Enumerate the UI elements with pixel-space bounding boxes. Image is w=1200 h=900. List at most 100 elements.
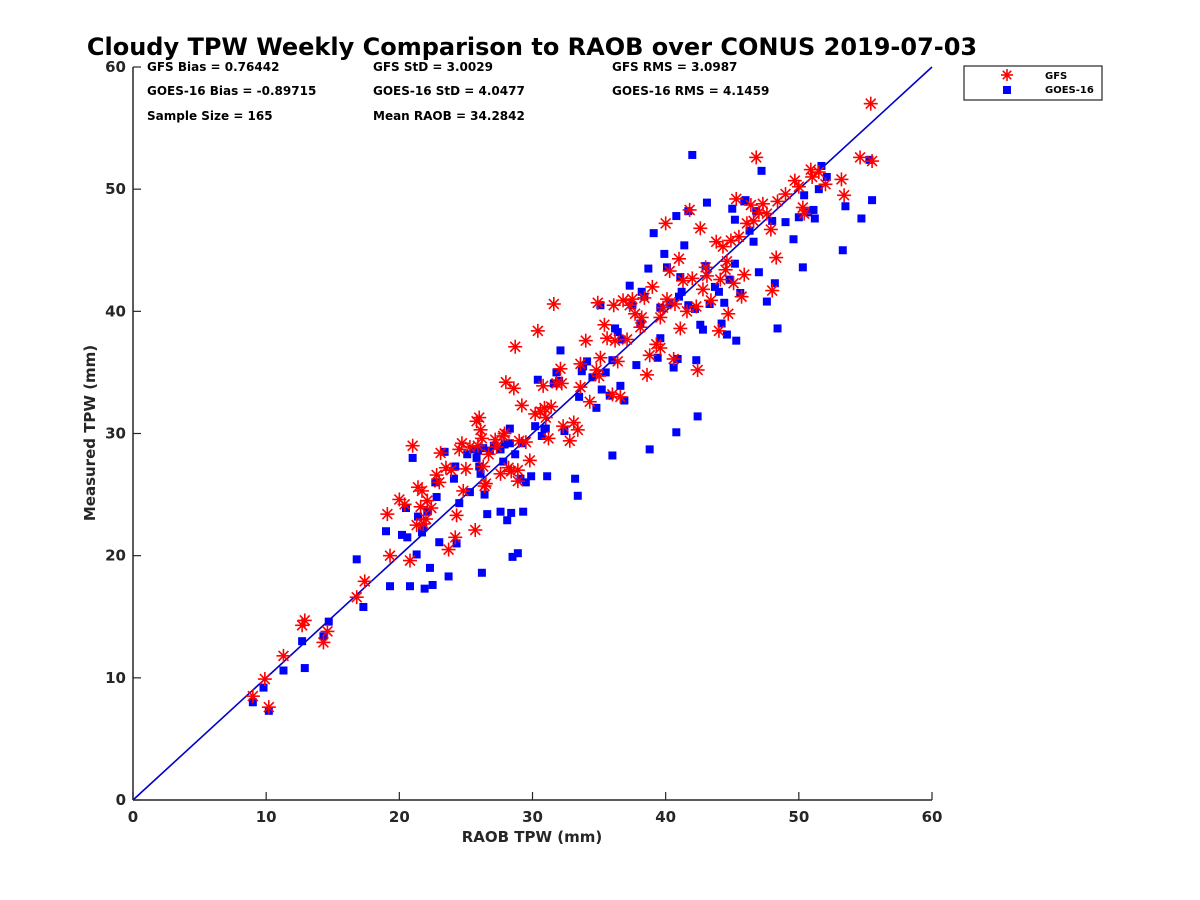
gfs-point — [553, 361, 568, 376]
goes16-point — [571, 474, 580, 483]
goes16-point — [432, 493, 441, 502]
gfs-point — [713, 272, 728, 287]
goes16-point — [702, 198, 711, 207]
goes16-point — [511, 450, 520, 459]
goes16-point — [496, 445, 505, 454]
gfs-point — [276, 648, 291, 663]
gfs-point — [698, 260, 713, 275]
x-tick-label: 60 — [922, 808, 943, 826]
gfs-point — [667, 297, 682, 312]
gfs-point — [357, 574, 372, 589]
gfs-point — [600, 331, 615, 346]
x-tick-label: 10 — [256, 808, 277, 826]
gfs-point — [470, 438, 485, 453]
gfs-point — [497, 426, 512, 441]
goes16-point — [477, 568, 486, 577]
gfs-point — [695, 282, 710, 297]
gfs-point — [791, 179, 806, 194]
gfs-point — [675, 273, 690, 288]
gfs-point — [514, 398, 529, 413]
stat-goes-std: GOES-16 StD = 4.0477 — [373, 84, 525, 98]
goes16-point — [684, 301, 693, 310]
gfs-point — [633, 320, 648, 335]
gfs-point — [637, 290, 652, 305]
stats-block: GFS Bias = 0.76442 GFS StD = 3.0029 GFS … — [147, 60, 769, 123]
goes16-point — [386, 582, 395, 591]
goes16-point — [688, 150, 697, 159]
goes16-point — [472, 453, 481, 462]
chart-title: Cloudy TPW Weekly Comparison to RAOB ove… — [87, 33, 977, 61]
data-points — [245, 96, 880, 715]
gfs-point — [613, 389, 628, 404]
gfs-point — [488, 432, 503, 447]
goes16-point — [577, 367, 586, 376]
gfs-point — [541, 431, 556, 446]
goes16-point — [601, 368, 610, 377]
gfs-point — [257, 672, 272, 687]
gfs-point — [662, 264, 677, 279]
gfs-point — [682, 202, 697, 217]
goes16-point — [669, 363, 678, 372]
gfs-point — [656, 300, 671, 315]
gfs-point — [320, 624, 335, 639]
stat-gfs-rms: GFS RMS = 3.0987 — [612, 60, 737, 74]
gfs-point — [608, 333, 623, 348]
y-tick-label: 0 — [116, 791, 126, 809]
goes16-point — [503, 516, 512, 525]
goes16-point — [613, 328, 622, 337]
goes16-point — [583, 357, 592, 366]
goes16-point — [592, 403, 601, 412]
legend-goes-marker-icon — [1003, 86, 1011, 94]
gfs-point — [726, 276, 741, 291]
gfs-point — [715, 239, 730, 254]
goes16-point — [781, 218, 790, 227]
goes16-point — [717, 319, 726, 328]
gfs-point — [863, 96, 878, 111]
goes16-point — [705, 300, 714, 309]
goes16-point — [556, 346, 565, 355]
gfs-point — [578, 333, 593, 348]
goes16-point — [674, 292, 683, 301]
goes16-point — [814, 185, 823, 194]
goes16-point — [597, 385, 606, 394]
goes16-point — [841, 202, 850, 211]
goes16-point — [660, 249, 669, 258]
goes16-point — [798, 263, 807, 272]
gfs-point — [405, 438, 420, 453]
gfs-point — [642, 348, 657, 363]
gfs-point — [538, 410, 553, 425]
goes16-point — [496, 507, 505, 516]
goes16-point — [452, 539, 461, 548]
goes16-point — [632, 361, 641, 370]
goes16-point — [324, 617, 333, 626]
gfs-point — [592, 369, 607, 384]
gfs-point — [506, 381, 521, 396]
gfs-point — [383, 548, 398, 563]
gfs-point — [413, 499, 428, 514]
gfs-point — [770, 194, 785, 209]
goes16-point — [768, 216, 777, 225]
goes16-point — [800, 191, 809, 200]
gfs-point — [837, 188, 852, 203]
goes16-point — [773, 324, 782, 333]
goes16-point — [408, 453, 417, 462]
goes16-point — [730, 215, 739, 224]
gfs-point — [397, 497, 412, 512]
goes16-point — [822, 172, 831, 181]
gfs-point — [719, 254, 734, 269]
x-tick-label: 30 — [522, 808, 543, 826]
x-tick-label: 50 — [788, 808, 809, 826]
gfs-point — [597, 317, 612, 332]
gfs-point — [803, 162, 818, 177]
goes16-point — [513, 549, 522, 558]
plot-area — [132, 66, 933, 801]
gfs-point — [699, 268, 714, 283]
gfs-point — [640, 367, 655, 382]
gfs-point — [261, 700, 276, 715]
legend-box — [963, 65, 1103, 101]
goes16-point — [714, 287, 723, 296]
x-tick-label: 0 — [128, 808, 138, 826]
gfs-point — [765, 283, 780, 298]
goes16-point — [608, 451, 617, 460]
goes16-point — [809, 205, 818, 214]
